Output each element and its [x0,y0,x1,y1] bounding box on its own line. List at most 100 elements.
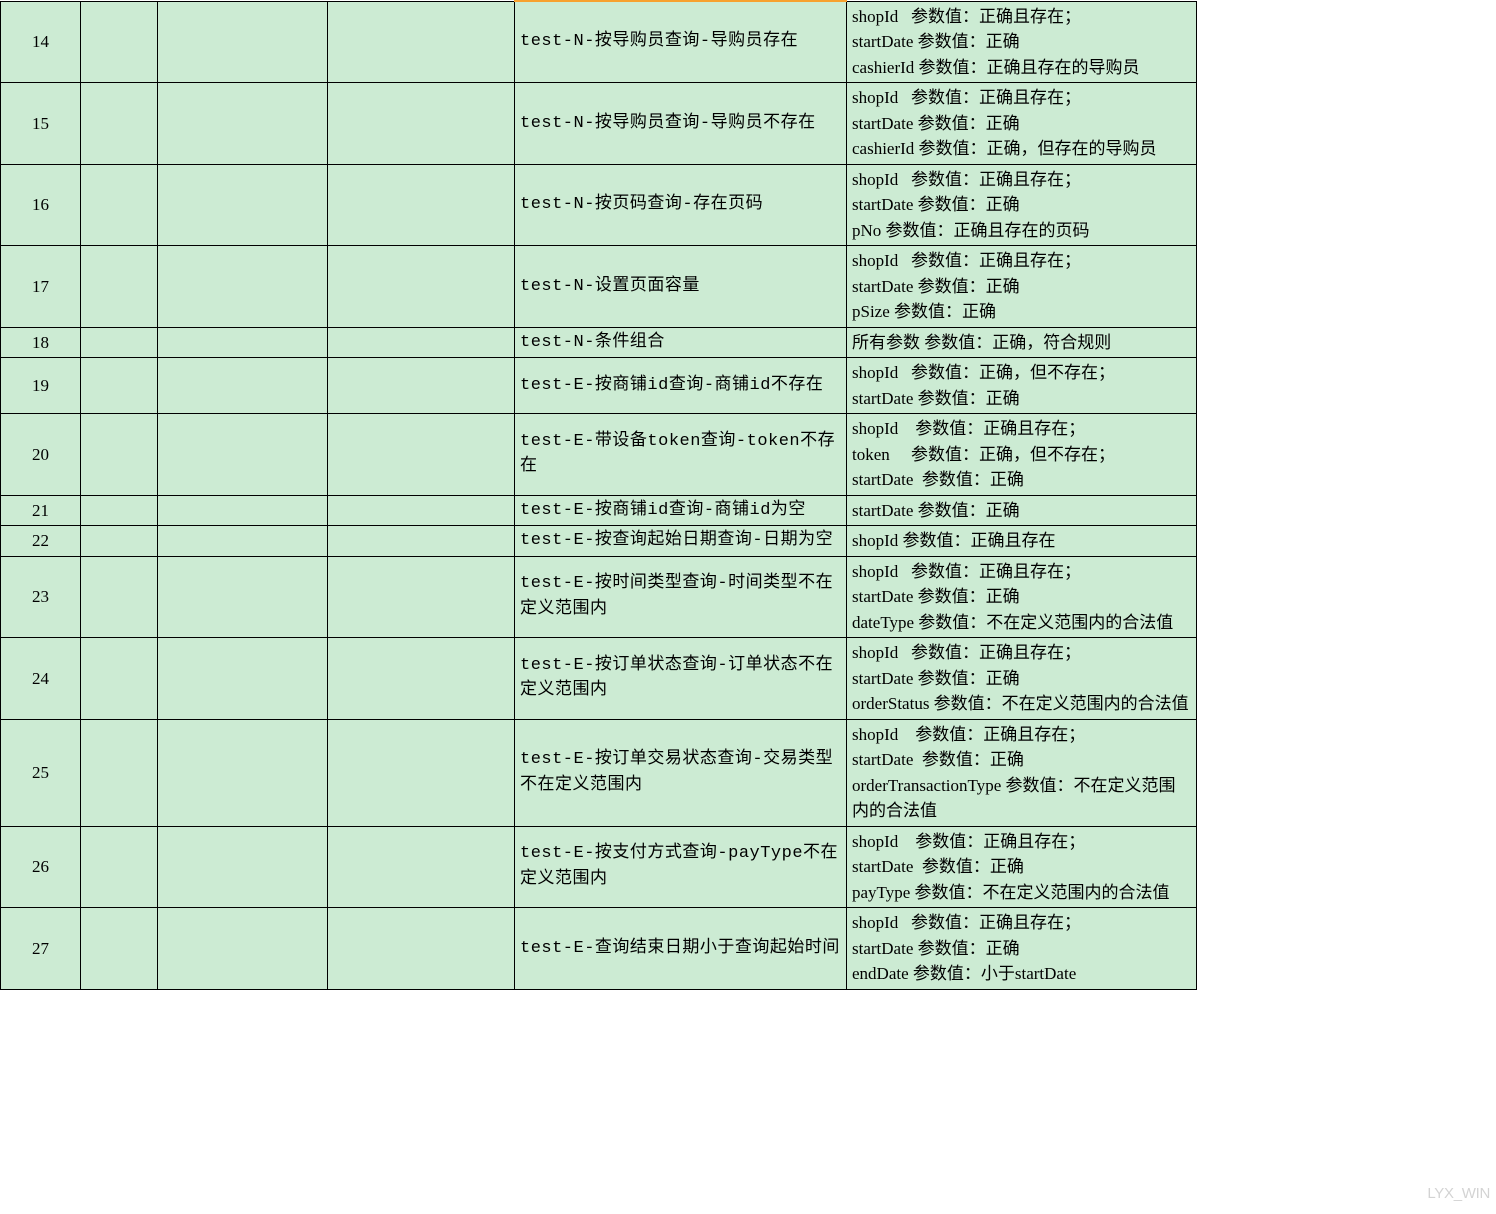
test-desc: shopId 参数值：正确且存在； startDate 参数值：正确 pSize… [847,246,1197,328]
cell-d [328,908,515,990]
cell-c [158,719,328,826]
cell-d [328,638,515,720]
cell-b [81,1,158,83]
test-desc: shopId 参数值：正确且存在； startDate 参数值：正确 order… [847,719,1197,826]
test-desc: shopId 参数值：正确且存在； startDate 参数值：正确 endDa… [847,908,1197,990]
cell-d [328,526,515,557]
test-name: test-E-按查询起始日期查询-日期为空 [515,526,847,557]
cell-b [81,719,158,826]
cell-b [81,327,158,358]
test-desc: shopId 参数值：正确且存在； startDate 参数值：正确 cashi… [847,83,1197,165]
row-num: 16 [1,164,81,246]
cell-b [81,164,158,246]
table-row: 22 test-E-按查询起始日期查询-日期为空 shopId 参数值：正确且存… [1,526,1197,557]
cell-b [81,908,158,990]
row-num: 21 [1,495,81,526]
test-name: test-E-按时间类型查询-时间类型不在定义范围内 [515,556,847,638]
test-name: test-E-按商铺id查询-商铺id为空 [515,495,847,526]
table-row: 19 test-E-按商铺id查询-商铺id不存在 shopId 参数值：正确，… [1,358,1197,414]
cell-d [328,164,515,246]
test-name: test-N-按导购员查询-导购员存在 [515,1,847,83]
cell-c [158,826,328,908]
table-row: 21 test-E-按商铺id查询-商铺id为空 startDate 参数值：正… [1,495,1197,526]
test-desc: shopId 参数值：正确且存在； startDate 参数值：正确 dateT… [847,556,1197,638]
cell-d [328,556,515,638]
table-row: 24 test-E-按订单状态查询-订单状态不在定义范围内 shopId 参数值… [1,638,1197,720]
cell-d [328,495,515,526]
test-desc: shopId 参数值：正确且存在； startDate 参数值：正确 pNo 参… [847,164,1197,246]
test-desc: shopId 参数值：正确且存在； startDate 参数值：正确 cashi… [847,1,1197,83]
row-num: 27 [1,908,81,990]
test-desc: shopId 参数值：正确且存在 [847,526,1197,557]
test-cases-table: 14 test-N-按导购员查询-导购员存在 shopId 参数值：正确且存在；… [0,0,1197,990]
cell-b [81,638,158,720]
table-row: 15 test-N-按导购员查询-导购员不存在 shopId 参数值：正确且存在… [1,83,1197,165]
cell-b [81,526,158,557]
test-name: test-N-条件组合 [515,327,847,358]
cell-d [328,826,515,908]
test-desc: startDate 参数值：正确 [847,495,1197,526]
test-name: test-E-按商铺id查询-商铺id不存在 [515,358,847,414]
row-num: 25 [1,719,81,826]
table-row: 27 test-E-查询结束日期小于查询起始时间 shopId 参数值：正确且存… [1,908,1197,990]
table-row: 17 test-N-设置页面容量 shopId 参数值：正确且存在； start… [1,246,1197,328]
cell-b [81,358,158,414]
cell-c [158,1,328,83]
cell-d [328,1,515,83]
row-num: 17 [1,246,81,328]
test-desc: shopId 参数值：正确，但不存在； startDate 参数值：正确 [847,358,1197,414]
cell-d [328,358,515,414]
test-name: test-N-按导购员查询-导购员不存在 [515,83,847,165]
test-name: test-E-带设备token查询-token不存在 [515,414,847,496]
table-body: 14 test-N-按导购员查询-导购员存在 shopId 参数值：正确且存在；… [1,1,1197,989]
cell-b [81,556,158,638]
table-row: 14 test-N-按导购员查询-导购员存在 shopId 参数值：正确且存在；… [1,1,1197,83]
test-desc: shopId 参数值：正确且存在； token 参数值：正确，但不存在； sta… [847,414,1197,496]
cell-c [158,908,328,990]
test-desc: shopId 参数值：正确且存在； startDate 参数值：正确 order… [847,638,1197,720]
cell-c [158,327,328,358]
cell-c [158,556,328,638]
cell-b [81,495,158,526]
cell-b [81,414,158,496]
row-num: 15 [1,83,81,165]
test-name: test-E-按订单交易状态查询-交易类型不在定义范围内 [515,719,847,826]
test-name: test-E-按支付方式查询-payType不在定义范围内 [515,826,847,908]
row-num: 22 [1,526,81,557]
row-num: 20 [1,414,81,496]
cell-c [158,164,328,246]
watermark-text: LYX_WIN [1427,1185,1490,1202]
cell-d [328,83,515,165]
row-num: 14 [1,1,81,83]
cell-c [158,638,328,720]
test-desc: shopId 参数值：正确且存在； startDate 参数值：正确 payTy… [847,826,1197,908]
cell-b [81,826,158,908]
cell-c [158,246,328,328]
table-row: 23 test-E-按时间类型查询-时间类型不在定义范围内 shopId 参数值… [1,556,1197,638]
cell-b [81,246,158,328]
table-row: 20 test-E-带设备token查询-token不存在 shopId 参数值… [1,414,1197,496]
row-num: 18 [1,327,81,358]
cell-d [328,327,515,358]
row-num: 23 [1,556,81,638]
cell-d [328,246,515,328]
table-row: 16 test-N-按页码查询-存在页码 shopId 参数值：正确且存在； s… [1,164,1197,246]
cell-b [81,83,158,165]
cell-d [328,719,515,826]
test-desc: 所有参数 参数值：正确，符合规则 [847,327,1197,358]
cell-c [158,358,328,414]
cell-c [158,83,328,165]
cell-c [158,414,328,496]
table-row: 18 test-N-条件组合 所有参数 参数值：正确，符合规则 [1,327,1197,358]
test-name: test-E-查询结束日期小于查询起始时间 [515,908,847,990]
table-row: 25 test-E-按订单交易状态查询-交易类型不在定义范围内 shopId 参… [1,719,1197,826]
cell-d [328,414,515,496]
table-row: 26 test-E-按支付方式查询-payType不在定义范围内 shopId … [1,826,1197,908]
test-name: test-E-按订单状态查询-订单状态不在定义范围内 [515,638,847,720]
test-name: test-N-按页码查询-存在页码 [515,164,847,246]
row-num: 24 [1,638,81,720]
row-num: 19 [1,358,81,414]
cell-c [158,526,328,557]
cell-c [158,495,328,526]
test-name: test-N-设置页面容量 [515,246,847,328]
